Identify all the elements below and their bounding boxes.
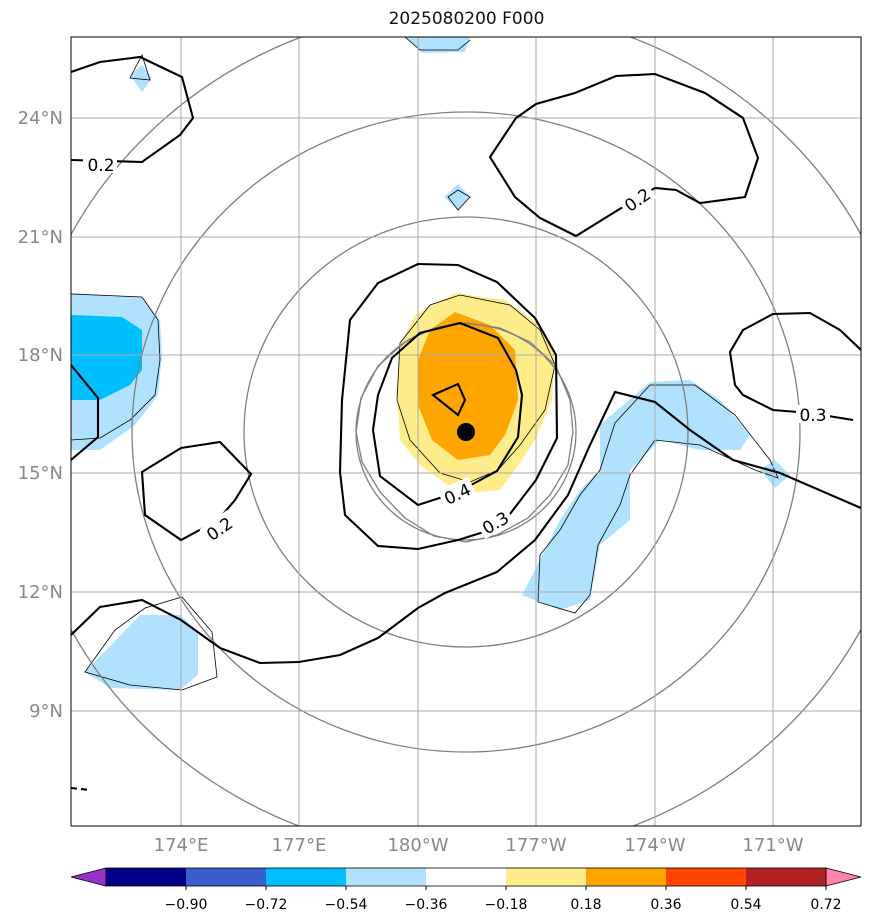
colorbar-segment: [346, 868, 426, 886]
range-circle-2: [243, 216, 689, 648]
lat-labels: 24°N 21°N 18°N 15°N 12°N 9°N: [18, 108, 63, 722]
contour-02-nw: [71, 55, 195, 164]
contour-02-west: [140, 440, 253, 542]
map-frame: [70, 36, 862, 827]
lon-label: 180°W: [387, 835, 448, 856]
colorbar-tick-label: −0.18: [485, 897, 528, 913]
colorbar-tick-label: −0.54: [325, 897, 368, 913]
light-blue-patch-east: [522, 380, 750, 610]
range-circles: [71, 37, 861, 826]
inner-ring-1: [355, 322, 574, 543]
contour-03-main: [71, 364, 861, 665]
lat-label: 9°N: [29, 701, 63, 722]
contour-03-center: [338, 262, 559, 551]
colorbar-segment: [426, 868, 506, 886]
contour-02-ne: [488, 72, 760, 238]
deep-sky-blue-patch-west: [71, 315, 142, 400]
light-blue-patch-southwest: [85, 615, 198, 690]
lon-label: 171°W: [742, 835, 803, 856]
lon-labels: 174°E 177°E 180°W 177°W 174°W 171°W: [154, 835, 804, 856]
thin-outlines: [71, 37, 779, 691]
lon-label: 174°W: [624, 835, 685, 856]
colorbar-tick-label: −0.36: [405, 897, 448, 913]
colorbar-segment: [506, 868, 586, 886]
lat-label: 18°N: [18, 345, 63, 366]
lat-label: 15°N: [18, 463, 63, 484]
plot-title: 2025080200 F000: [388, 9, 545, 29]
contour-dashed-sw: [71, 786, 91, 792]
colorbar-tick-label: 0.72: [810, 897, 841, 913]
colorbar-border: [105, 867, 827, 887]
colorbar-segment: [186, 868, 266, 886]
lon-label: 177°W: [505, 835, 566, 856]
colorbar-segment: [266, 868, 346, 886]
lat-label: 12°N: [18, 582, 63, 603]
contour-small-triangle: [430, 382, 467, 417]
lat-label: 24°N: [18, 108, 63, 129]
lon-label: 177°E: [272, 835, 327, 856]
colorbar-tick-label: −0.72: [245, 897, 288, 913]
colorbar-tick-label: 0.54: [730, 897, 761, 913]
light-blue-patch-nw: [405, 37, 470, 53]
contour-04-center: [371, 321, 524, 507]
colorbar: −0.90 −0.72 −0.54 −0.36 −0.18 0.18 0.36 0.54 0.7…: [70, 867, 862, 913]
map-content: 0.2 0.2 0.2 0.3 0.3 0.4: [71, 37, 861, 826]
colorbar-tick-label: 0.36: [650, 897, 681, 913]
colorbar-extend-high: [825, 867, 862, 887]
orange-anomaly: [418, 312, 518, 460]
colorbar-tick-label: 0.18: [570, 897, 601, 913]
contour-label: 0.3: [799, 406, 826, 426]
colorbar-segment: [746, 868, 826, 886]
colorbar-segment: [106, 868, 186, 886]
thick-contours: [71, 55, 861, 792]
colorbar-extend-low: [70, 867, 107, 887]
contour-label: 0.2: [87, 156, 114, 176]
range-circle-3: [131, 111, 801, 753]
colorbar-segment: [666, 868, 746, 886]
storm-center-dot: [457, 423, 475, 441]
light-blue-patch-east-small: [760, 460, 790, 488]
colorbar-segment: [586, 868, 666, 886]
graticule: [71, 37, 861, 826]
light-blue-patch-small-nw: [130, 65, 152, 92]
colorbar-tick-label: −0.90: [165, 897, 208, 913]
contour-03-east: [728, 311, 861, 422]
lon-label: 174°E: [154, 835, 209, 856]
lat-label: 21°N: [18, 227, 63, 248]
